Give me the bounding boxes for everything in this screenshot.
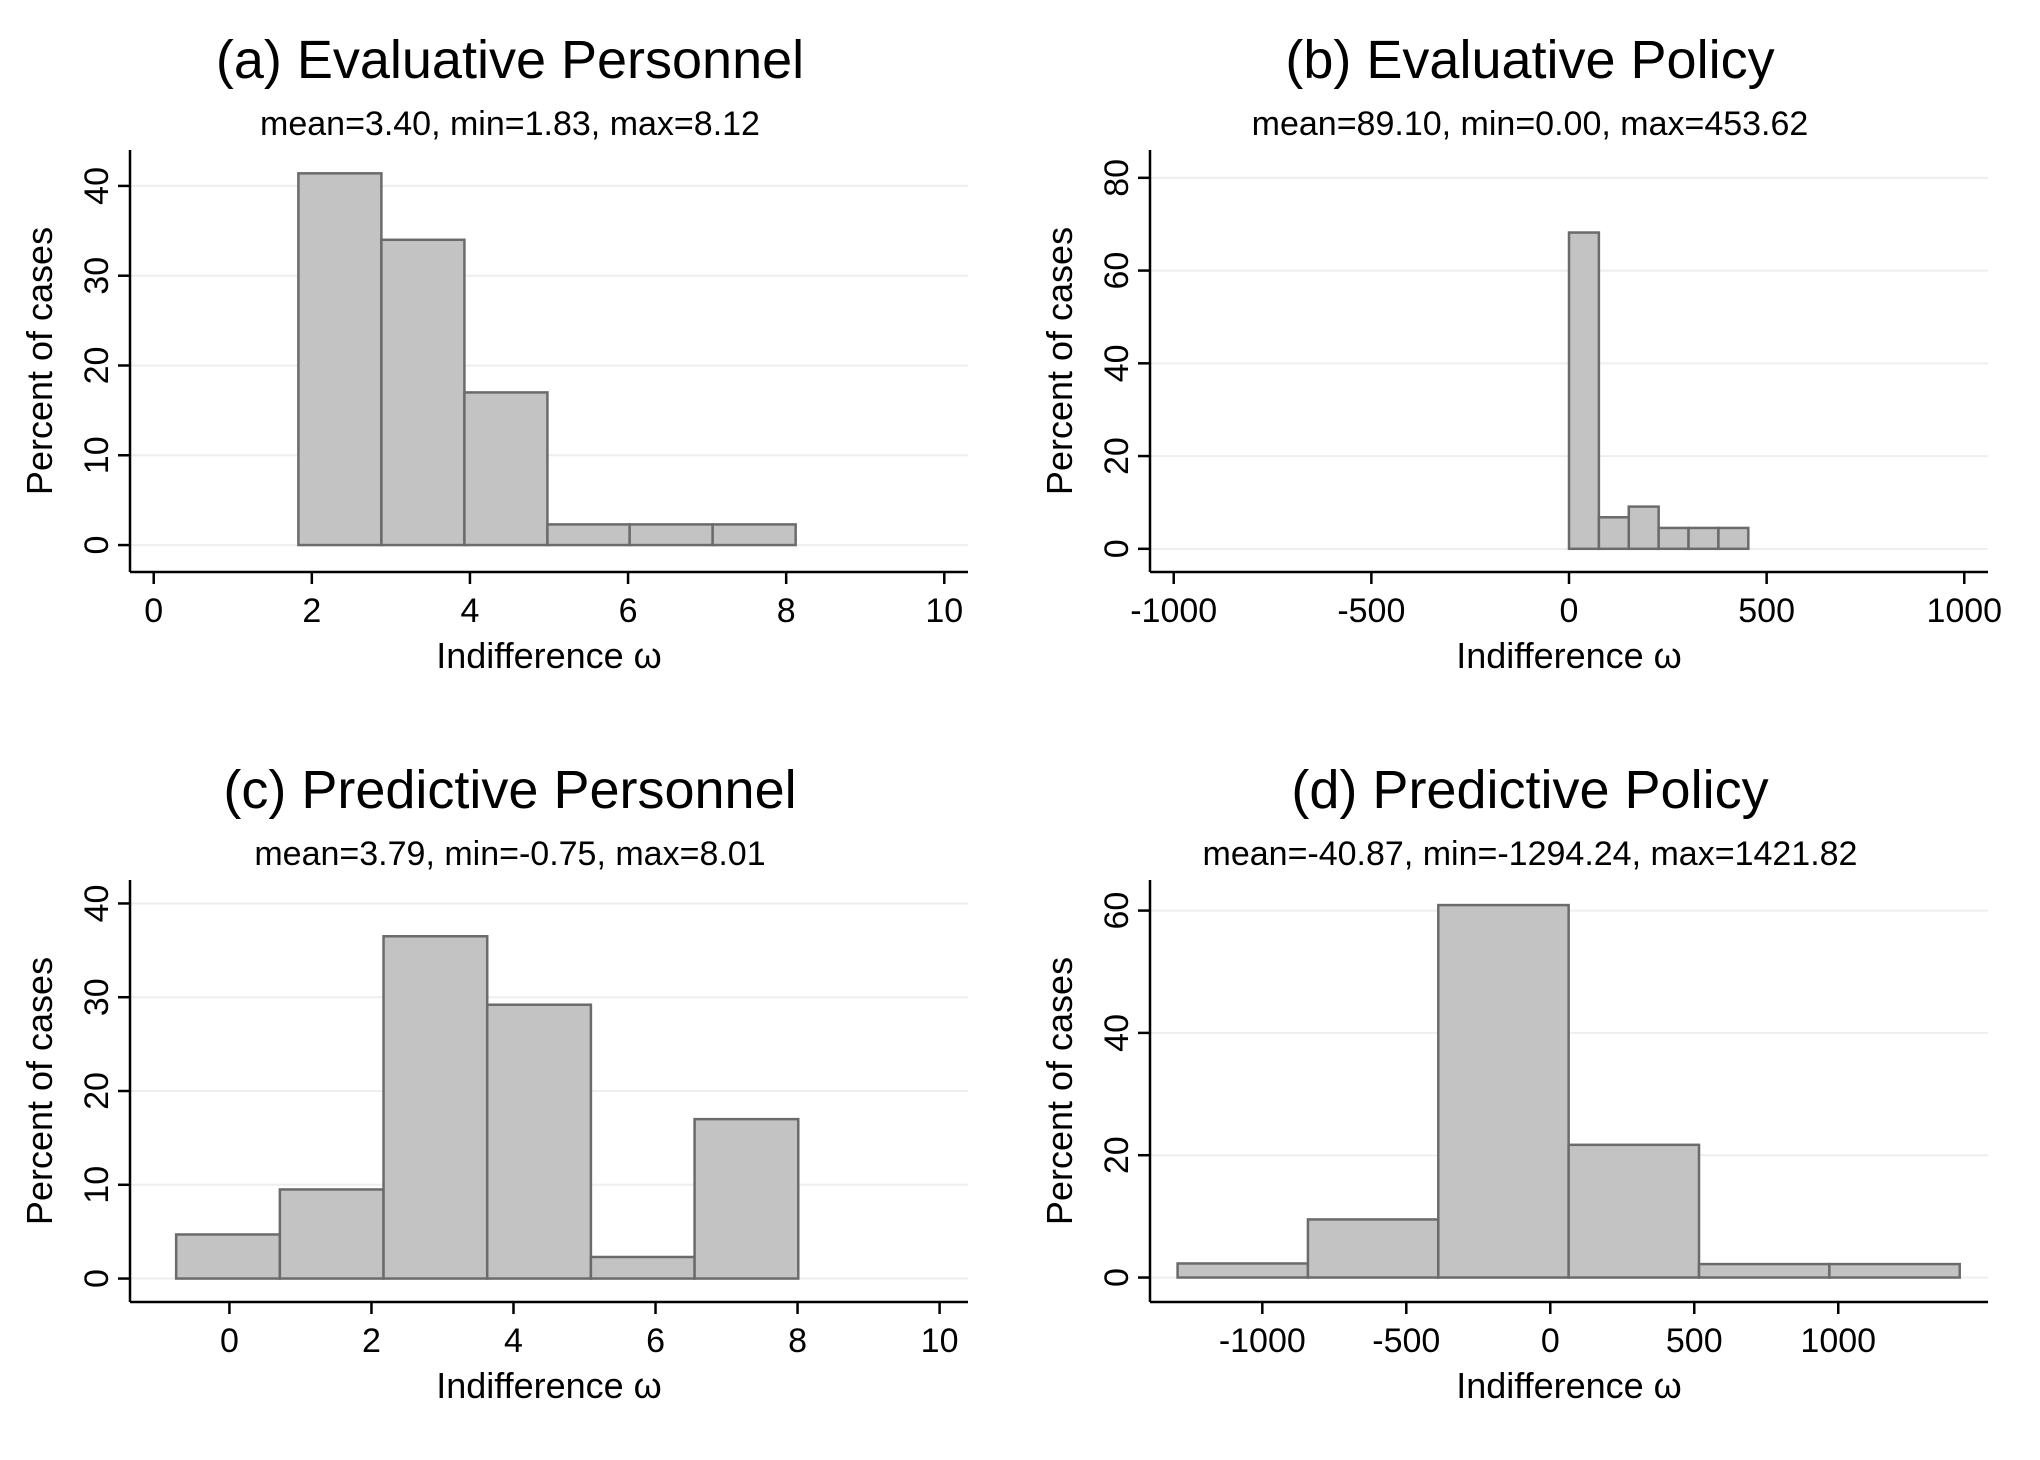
histogram-plot-area: 0 10 20 30 40 0 2 4 6 8 10 Indifference ω Percent of…	[19, 150, 968, 676]
x-tick-label: 8	[777, 592, 796, 630]
y-tick-label: 30	[78, 257, 116, 295]
histogram-bar	[711, 523, 797, 547]
histogram-bar	[1176, 1262, 1310, 1279]
histogram-bar	[1597, 516, 1631, 551]
x-tick-label: 2	[362, 1322, 381, 1360]
y-tick-label: 20	[1098, 1136, 1136, 1174]
histogram-bar	[589, 1255, 696, 1280]
x-tick-label: 1000	[1800, 1322, 1876, 1360]
y-tick-label: 30	[78, 978, 116, 1016]
x-tick-label: 500	[1738, 592, 1795, 630]
histogram-bar	[1717, 526, 1750, 551]
y-tick-label: 0	[1098, 539, 1136, 558]
histogram-bar	[463, 391, 549, 547]
x-axis-title: Indifference ω	[436, 635, 662, 676]
histogram-bar	[1567, 1143, 1701, 1279]
y-tick-label: 40	[78, 885, 116, 923]
x-tick-label: 6	[619, 592, 638, 630]
histogram-bar	[1627, 505, 1660, 551]
histogram-bar	[1828, 1262, 1961, 1279]
y-axis-title: Percent of cases	[19, 957, 60, 1225]
y-tick-label: 0	[78, 1269, 116, 1288]
x-tick-label: 0	[1541, 1322, 1560, 1360]
histogram-bar	[382, 935, 489, 1280]
chart-subtitle: mean=-40.87, min=-1294.24, max=1421.82	[1202, 835, 1858, 873]
chart-title: (a) Evaluative Personnel	[215, 30, 805, 90]
chart-subtitle: mean=89.10, min=0.00, max=453.62	[1251, 105, 1809, 143]
histogram-panel-b: (b) Evaluative Policy mean=89.10, min=0.…	[1020, 0, 2040, 730]
x-tick-label: 1000	[1926, 592, 2002, 630]
x-tick-label: 10	[921, 1322, 959, 1360]
histogram-bar	[485, 1003, 593, 1280]
histogram-bar	[278, 1188, 385, 1280]
x-tick-label: 10	[925, 592, 963, 630]
histogram-bar	[1437, 903, 1570, 1279]
chart-subtitle: mean=3.79, min=-0.75, max=8.01	[254, 835, 766, 873]
histogram-bar	[174, 1233, 282, 1280]
y-tick-label: 20	[1098, 437, 1136, 475]
chart-subtitle: mean=3.40, min=1.83, max=8.12	[260, 105, 760, 143]
histogram-bar	[297, 172, 383, 547]
y-tick-label: 40	[78, 167, 116, 205]
y-axis-title: Percent of cases	[1039, 957, 1080, 1225]
histogram-panel-d: (d) Predictive Policy mean=-40.87, min=-…	[1020, 730, 2040, 1460]
y-tick-label: 60	[1098, 252, 1136, 290]
x-tick-label: 2	[302, 592, 321, 630]
chart-title: (c) Predictive Personnel	[223, 760, 797, 820]
histogram-bar	[1657, 526, 1690, 551]
histogram-bar	[1306, 1218, 1440, 1279]
chart-title: (b) Evaluative Policy	[1285, 30, 1775, 90]
x-axis-title: Indifference ω	[436, 1365, 662, 1406]
y-tick-label: 60	[1098, 892, 1136, 930]
y-tick-label: 0	[1098, 1268, 1136, 1287]
y-tick-label: 80	[1098, 159, 1136, 197]
y-tick-label: 0	[78, 536, 116, 555]
y-tick-label: 20	[78, 1072, 116, 1110]
x-tick-label: 4	[504, 1322, 523, 1360]
y-tick-label: 20	[78, 347, 116, 385]
x-tick-label: 6	[646, 1322, 665, 1360]
histogram-bar	[1687, 526, 1720, 551]
histogram-bar	[628, 523, 714, 547]
x-axis-title: Indifference ω	[1456, 1365, 1682, 1406]
histogram-plot-area: 0 20 40 60 80 -1000 -500 0 500 1000 Indifference ω…	[1039, 150, 2002, 676]
histogram-bar	[1697, 1262, 1831, 1279]
histogram-bar	[1567, 231, 1601, 551]
x-tick-label: -500	[1372, 1322, 1440, 1360]
x-tick-label: 8	[788, 1322, 807, 1360]
histogram-plot-area: 0 20 40 60 -1000 -500 0 500 1000 Indifference ω Pe…	[1039, 880, 1988, 1406]
y-tick-label: 10	[78, 436, 116, 474]
y-tick-label: 10	[78, 1166, 116, 1204]
chart-title: (d) Predictive Policy	[1291, 760, 1769, 820]
x-tick-label: -1000	[1219, 1322, 1306, 1360]
histogram-bar	[693, 1117, 800, 1280]
histogram-panel-c: (c) Predictive Personnel mean=3.79, min=…	[0, 730, 1020, 1460]
x-tick-label: 0	[144, 592, 163, 630]
y-tick-label: 40	[1098, 344, 1136, 382]
x-tick-label: 500	[1666, 1322, 1723, 1360]
histogram-bar	[380, 238, 466, 547]
y-axis-title: Percent of cases	[19, 227, 60, 495]
histogram-bar	[546, 523, 631, 547]
x-tick-label: 0	[1560, 592, 1579, 630]
x-axis-title: Indifference ω	[1456, 635, 1682, 676]
x-tick-label: -1000	[1130, 592, 1217, 630]
x-tick-label: 0	[220, 1322, 239, 1360]
x-tick-label: 4	[460, 592, 479, 630]
x-tick-label: -500	[1337, 592, 1405, 630]
histogram-panel-a: (a) Evaluative Personnel mean=3.40, min=…	[0, 0, 1020, 730]
histogram-plot-area: 0 10 20 30 40 0 2 4 6 8 10 Indifference ω Percent of…	[19, 880, 968, 1406]
y-axis-title: Percent of cases	[1039, 227, 1080, 495]
y-tick-label: 40	[1098, 1014, 1136, 1052]
